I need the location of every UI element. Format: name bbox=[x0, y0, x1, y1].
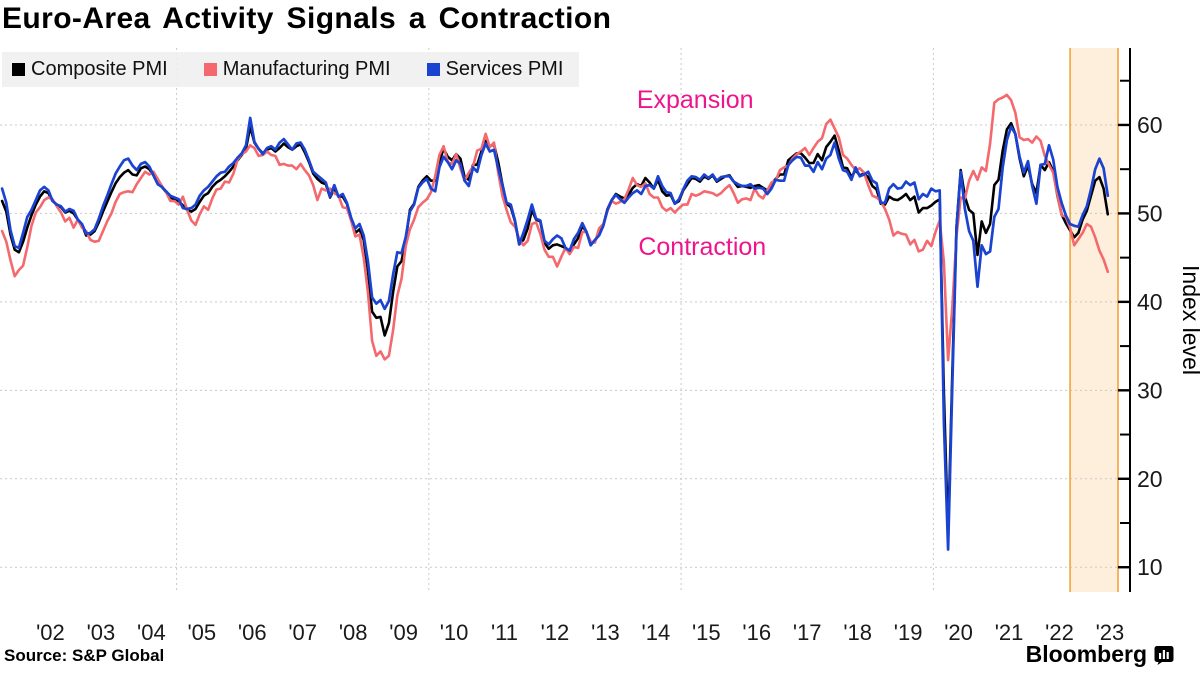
chart-title: Euro-Area Activity Signals a Contraction bbox=[2, 2, 612, 35]
x-tick-label-2012: '12 bbox=[541, 620, 570, 645]
x-tick-label-2015: '15 bbox=[692, 620, 721, 645]
bloomberg-logo: Bloomberg bbox=[1026, 641, 1174, 668]
y-tick-label-40: 40 bbox=[1137, 289, 1163, 315]
x-tick-label-2021: '21 bbox=[995, 620, 1024, 645]
y-tick-label-10: 10 bbox=[1137, 554, 1163, 580]
source-attribution: Source: S&P Global bbox=[4, 646, 165, 665]
x-tick-label-2019: '19 bbox=[894, 620, 923, 645]
x-tick-label-2023: '23 bbox=[1096, 620, 1125, 645]
x-tick-label-2014: '14 bbox=[642, 620, 671, 645]
x-tick-label-2002: '02 bbox=[36, 620, 65, 645]
expansion-annotation: Expansion bbox=[637, 86, 754, 114]
legend-item-manufacturing: Manufacturing PMI bbox=[203, 58, 391, 81]
legend-label-services: Services PMI bbox=[445, 58, 564, 80]
x-tick-label-2017: '17 bbox=[793, 620, 822, 645]
y-tick-label-60: 60 bbox=[1137, 112, 1163, 138]
y-axis-title: Index level bbox=[1178, 265, 1200, 375]
x-tick-label-2018: '18 bbox=[843, 620, 872, 645]
legend-swatch-manufacturing-icon bbox=[203, 63, 217, 76]
bloomberg-chart-bars-icon bbox=[1154, 645, 1174, 665]
x-tick-label-2016: '16 bbox=[742, 620, 771, 645]
legend-item-services: Services PMI bbox=[426, 58, 564, 81]
x-tick-label-2022: '22 bbox=[1045, 620, 1074, 645]
x-tick-label-2020: '20 bbox=[944, 620, 973, 645]
x-tick-label-2005: '05 bbox=[187, 620, 216, 645]
legend-label-manufacturing: Manufacturing PMI bbox=[222, 58, 391, 80]
x-tick-label-2007: '07 bbox=[288, 620, 317, 645]
legend-label-composite: Composite PMI bbox=[31, 58, 168, 80]
bloomberg-wordmark: Bloomberg bbox=[1025, 641, 1147, 667]
x-tick-label-2013: '13 bbox=[591, 620, 620, 645]
legend-swatch-composite-icon bbox=[12, 63, 25, 76]
legend-swatch-services-icon bbox=[426, 63, 440, 76]
highlight-band bbox=[1070, 48, 1118, 592]
x-tick-label-2006: '06 bbox=[238, 620, 267, 645]
contraction-annotation: Contraction bbox=[638, 233, 766, 261]
y-tick-label-50: 50 bbox=[1137, 200, 1163, 226]
x-tick-label-2009: '09 bbox=[389, 620, 418, 645]
series-line-services-pmi bbox=[0, 116, 1110, 551]
x-tick-label-2008: '08 bbox=[339, 620, 368, 645]
legend: Composite PMI Manufacturing PMI Services… bbox=[2, 52, 580, 87]
y-tick-label-20: 20 bbox=[1137, 466, 1163, 492]
x-tick-label-2004: '04 bbox=[137, 620, 166, 645]
legend-item-composite: Composite PMI bbox=[12, 58, 168, 81]
x-tick-label-2011: '11 bbox=[491, 620, 518, 645]
x-tick-label-2010: '10 bbox=[440, 620, 469, 645]
x-tick-label-2003: '03 bbox=[87, 620, 116, 645]
y-tick-label-30: 30 bbox=[1137, 377, 1163, 403]
